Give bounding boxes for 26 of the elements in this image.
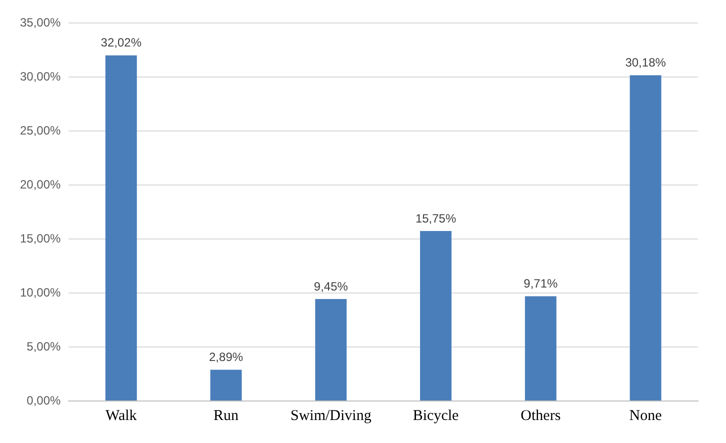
data-label: 15,75%: [415, 211, 456, 226]
bar: [210, 370, 242, 400]
x-tick-label: Run: [214, 408, 240, 424]
bar: [420, 230, 452, 400]
data-label: 30,18%: [625, 56, 666, 70]
x-tick-label: None: [629, 408, 662, 424]
y-tick-label: 20,00%: [20, 177, 62, 192]
y-tick-label: 35,00%: [20, 16, 62, 30]
y-tick-label: 0,00%: [26, 393, 62, 408]
bar: [630, 75, 662, 400]
data-label: 2,89%: [209, 350, 244, 364]
y-tick-label: 25,00%: [20, 123, 62, 138]
y-tick-label: 30,00%: [20, 69, 62, 84]
bar: [315, 298, 347, 400]
y-tick-label: 15,00%: [20, 231, 62, 246]
x-tick-label: Bicycle: [412, 408, 460, 424]
x-tick-label: Walk: [105, 408, 138, 424]
y-tick-label: 10,00%: [20, 285, 62, 300]
x-tick-label: Swim/Diving: [290, 408, 372, 424]
bar: [105, 55, 137, 400]
bar: [524, 296, 556, 400]
data-label: 32,02%: [100, 36, 142, 50]
y-tick-label: 5,00%: [26, 339, 62, 354]
x-tick-label: Others: [520, 408, 561, 424]
data-label: 9,45%: [314, 279, 348, 294]
data-label: 9,71%: [524, 276, 558, 290]
